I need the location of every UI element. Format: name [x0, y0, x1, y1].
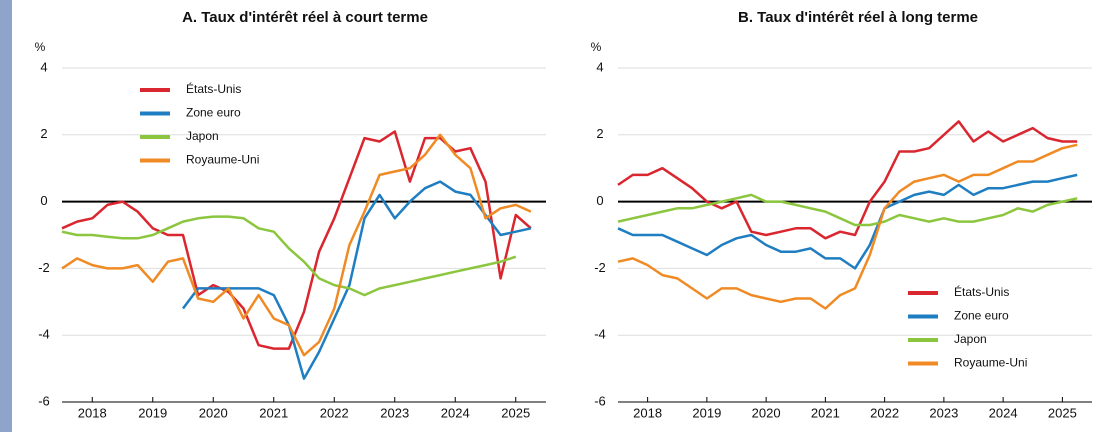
- y-tick-label: 0: [596, 193, 603, 208]
- y-tick-label: 4: [596, 59, 603, 74]
- y-tick-label: -6: [594, 393, 606, 408]
- x-tick-label: 2021: [811, 405, 840, 420]
- series-line: [617, 143, 1078, 310]
- x-tick-label: 2022: [320, 405, 349, 420]
- side-strip: [0, 0, 12, 432]
- x-tick-label: 2018: [633, 405, 662, 420]
- series-line: [617, 173, 1078, 270]
- x-tick-label: 2019: [138, 405, 167, 420]
- y-unit: %: [591, 40, 602, 54]
- y-unit: %: [35, 40, 46, 54]
- y-tick-label: -2: [594, 260, 606, 275]
- x-tick-label: 2023: [929, 405, 958, 420]
- legend-label: Zone euro: [954, 309, 1009, 323]
- x-tick-label: 2020: [752, 405, 781, 420]
- x-tick-label: 2023: [380, 405, 409, 420]
- legend-label: Japon: [954, 332, 987, 346]
- x-tick-label: 2024: [989, 405, 1018, 420]
- legend-label: Japon: [186, 129, 219, 143]
- series-line: [61, 130, 532, 350]
- x-tick-label: 2019: [692, 405, 721, 420]
- legend-label: États-Unis: [954, 284, 1009, 299]
- y-tick-label: 2: [596, 126, 603, 141]
- x-tick-label: 2025: [1048, 405, 1077, 420]
- y-tick-label: -4: [38, 327, 50, 342]
- x-tick-label: 2020: [199, 405, 228, 420]
- y-tick-label: -6: [38, 393, 50, 408]
- chart-title: A. Taux d'intérêt réel à court terme: [182, 9, 428, 26]
- y-tick-label: -4: [594, 327, 606, 342]
- legend-label: Royaume-Uni: [186, 153, 259, 167]
- y-tick-label: 0: [40, 193, 47, 208]
- y-tick-label: 4: [40, 59, 47, 74]
- series-line: [617, 193, 1078, 227]
- series-line: [61, 133, 532, 357]
- y-tick-label: 2: [40, 126, 47, 141]
- series-line: [182, 180, 532, 380]
- y-tick-label: -2: [38, 260, 50, 275]
- x-tick-label: 2025: [501, 405, 530, 420]
- legend-label: Royaume-Uni: [954, 356, 1027, 370]
- legend-label: Zone euro: [186, 106, 241, 120]
- legend-label: États-Unis: [186, 81, 241, 96]
- series-line: [617, 120, 1078, 240]
- x-tick-label: 2022: [870, 405, 899, 420]
- chart-title: B. Taux d'intérêt réel à long terme: [738, 9, 978, 26]
- series-line: [61, 215, 517, 297]
- x-tick-label: 2018: [78, 405, 107, 420]
- x-tick-label: 2021: [259, 405, 288, 420]
- x-tick-label: 2024: [441, 405, 470, 420]
